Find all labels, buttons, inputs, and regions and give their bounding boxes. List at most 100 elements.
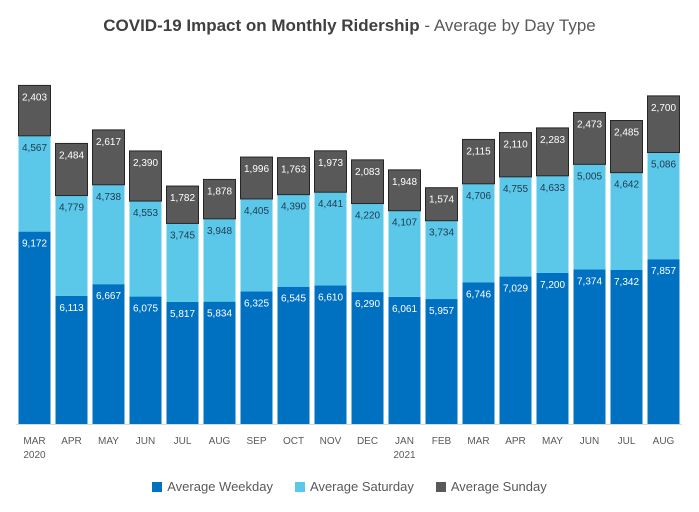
bar-sunday [314, 150, 347, 193]
legend-label-sunday: Average Sunday [450, 479, 547, 494]
bar-saturday [129, 201, 162, 297]
bar-sunday [610, 120, 643, 174]
bar-saturday [277, 194, 310, 287]
bar-saturday [425, 220, 458, 300]
data-label-weekday: 6,290 [355, 299, 380, 310]
data-label-saturday: 4,390 [281, 202, 306, 213]
bar-sunday [536, 127, 569, 177]
x-tick-label: SEP [246, 436, 266, 447]
legend-swatch-sunday [435, 481, 446, 492]
data-label-sunday: 2,115 [466, 146, 491, 157]
data-label-sunday: 2,390 [133, 158, 158, 169]
data-label-sunday: 1,763 [281, 165, 306, 176]
bar-sunday [462, 138, 495, 185]
data-label-sunday: 1,948 [392, 177, 417, 188]
bar-sunday [92, 129, 125, 186]
bar-weekday [18, 231, 51, 424]
bar-saturday [573, 164, 606, 270]
x-tick-label: 2021 [393, 450, 416, 461]
data-label-saturday: 4,738 [96, 192, 121, 203]
bar-sunday [55, 142, 88, 197]
bar-weekday [499, 276, 532, 424]
x-tick-label: DEC [357, 436, 378, 447]
bar-sunday [203, 178, 236, 220]
data-label-sunday: 2,110 [503, 140, 528, 151]
data-label-sunday: 2,485 [614, 128, 639, 139]
bar-saturday [18, 135, 51, 232]
bar-weekday [240, 291, 273, 424]
bar-sunday [166, 185, 199, 224]
bar-weekday [610, 269, 643, 424]
bar-weekday [425, 299, 458, 424]
data-label-sunday: 2,403 [22, 92, 47, 103]
data-label-weekday: 7,200 [540, 280, 565, 291]
data-label-saturday: 4,706 [466, 191, 491, 202]
x-tick-label: AUG [209, 436, 231, 447]
bar-saturday [240, 198, 273, 292]
legend-swatch-weekday [152, 481, 163, 492]
bar-weekday [129, 296, 162, 424]
bar-saturday [203, 218, 236, 302]
bar-sunday [499, 132, 532, 178]
data-label-weekday: 5,957 [429, 306, 454, 317]
data-label-saturday: 4,633 [540, 183, 565, 194]
data-label-weekday: 7,029 [503, 284, 528, 295]
legend-label-saturday: Average Saturday [310, 479, 414, 494]
data-label-saturday: 4,779 [59, 203, 84, 214]
data-label-saturday: 4,642 [614, 180, 639, 191]
data-label-weekday: 6,545 [281, 294, 306, 305]
data-label-weekday: 9,172 [22, 239, 47, 250]
x-tick-label: FEB [432, 436, 452, 447]
legend-item-sunday: Average Sunday [435, 479, 547, 494]
data-label-weekday: 5,817 [170, 309, 195, 320]
data-label-sunday: 2,617 [96, 137, 121, 148]
legend-item-weekday: Average Weekday [152, 479, 273, 494]
x-tick-label: MAR [467, 436, 489, 447]
data-label-saturday: 4,107 [392, 218, 417, 229]
bar-saturday [92, 184, 125, 285]
bar-weekday [647, 259, 680, 424]
data-label-weekday: 6,325 [244, 298, 269, 309]
x-tick-label: JUN [136, 436, 155, 447]
x-tick-label: NOV [320, 436, 342, 447]
x-tick-label: JAN [395, 436, 414, 447]
bar-saturday [647, 152, 680, 260]
bar-saturday [314, 192, 347, 286]
bar-sunday [240, 156, 273, 200]
x-tick-label: MAY [542, 436, 563, 447]
data-label-weekday: 6,113 [59, 303, 84, 314]
data-label-weekday: 6,746 [466, 289, 491, 300]
data-label-weekday: 7,374 [577, 276, 602, 287]
bar-sunday [277, 157, 310, 196]
data-label-weekday: 6,610 [318, 292, 343, 303]
chart-title-separator: - [419, 16, 434, 35]
legend-label-weekday: Average Weekday [167, 479, 274, 494]
bar-weekday [388, 296, 421, 424]
data-label-saturday: 4,441 [318, 199, 343, 210]
data-label-saturday: 4,553 [133, 208, 158, 219]
legend: Average Weekday Average Saturday Average… [0, 479, 699, 494]
data-label-sunday: 2,700 [651, 103, 676, 114]
data-label-weekday: 5,834 [207, 309, 232, 320]
bar-weekday [166, 301, 199, 424]
bar-weekday [203, 301, 236, 424]
bar-weekday [536, 272, 569, 424]
data-label-saturday: 3,745 [170, 230, 195, 241]
x-tick-label: JUN [580, 436, 599, 447]
data-label-saturday: 4,220 [355, 211, 380, 222]
x-tick-label: JUL [174, 436, 192, 447]
bar-sunday [647, 95, 680, 154]
data-label-weekday: 7,342 [614, 277, 639, 288]
bar-weekday [92, 284, 125, 424]
data-label-sunday: 2,473 [577, 119, 602, 130]
bar-saturday [499, 176, 532, 277]
data-label-saturday: 4,567 [22, 143, 47, 154]
chart-title: COVID-19 Impact on Monthly Ridership - A… [0, 16, 699, 36]
chart-title-sub: Average by Day Type [433, 16, 596, 35]
data-label-sunday: 1,782 [170, 193, 195, 204]
chart-title-main: COVID-19 Impact on Monthly Ridership [103, 16, 420, 35]
x-tick-label: JUL [618, 436, 636, 447]
bar-sunday [388, 169, 421, 212]
bar-sunday [425, 187, 458, 222]
x-tick-label: AUG [653, 436, 675, 447]
